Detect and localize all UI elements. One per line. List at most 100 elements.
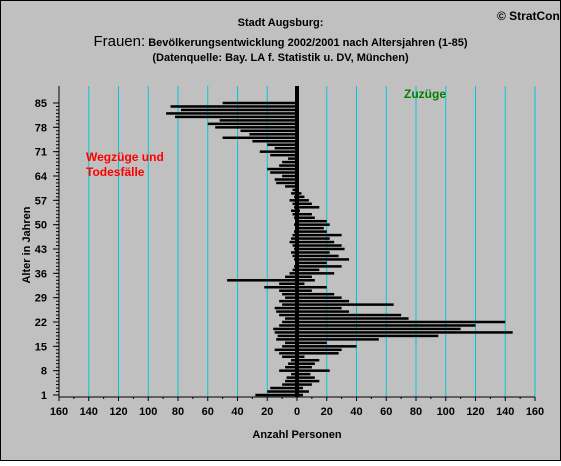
bar [297,331,513,334]
chart-title-line1: Stadt Augsburg: [237,17,324,29]
bar [297,195,305,199]
bar [279,299,297,303]
bar [297,202,312,206]
zero-axis [295,86,299,397]
annotation-right: Zuzüge [404,87,446,101]
bar [297,254,339,258]
bar [292,244,297,247]
bar [297,334,439,338]
bar [274,348,297,352]
bar [274,331,297,334]
bar [297,219,327,223]
bar [297,226,324,230]
bar [267,143,297,146]
bar [297,352,339,355]
bar [279,324,297,327]
x-tick-label: 60 [202,406,214,418]
bar [240,129,297,133]
annotation-left-line1: Wegzüge und [86,150,164,164]
x-tick-label: 160 [526,406,544,418]
bar [274,178,297,181]
bar [297,390,309,393]
copyright-label: © StratCon [497,9,560,23]
bar [297,289,312,292]
bar [289,240,297,244]
bar [297,233,342,237]
bar [289,199,297,202]
bar [297,272,335,275]
bar [297,282,305,286]
y-tick-label: 71 [35,147,47,159]
x-tick-label: 0 [294,406,300,418]
x-tick-label: 140 [80,406,98,418]
y-tick-label: 8 [41,366,47,378]
x-tick-label: 80 [410,406,422,418]
bar [292,212,297,216]
bar [276,181,297,185]
bar [291,358,297,362]
bar [297,279,315,282]
bar [285,365,297,369]
bar [279,352,297,355]
bar [297,376,315,379]
x-tick-label: 100 [139,406,157,418]
bar [289,272,297,275]
bar [267,167,297,171]
bar [279,164,297,167]
y-tick-label: 64 [35,171,48,183]
annotation-left-line2: Todesfälle [86,165,145,179]
x-tick-label: 80 [172,406,184,418]
bar [291,237,297,240]
y-tick-label: 50 [35,220,47,232]
y-tick-label: 29 [35,293,47,305]
bar [297,244,342,247]
bar [175,115,297,119]
bar [297,230,327,233]
bar [297,365,312,369]
bar [297,268,320,272]
bar [279,369,297,372]
bar [297,237,330,240]
bar [259,150,297,153]
bar [252,139,297,143]
bar [297,303,394,306]
bar [297,240,335,244]
bar [270,171,297,174]
bar [288,362,297,365]
bar [297,379,320,383]
bar [282,160,297,164]
bar [297,223,330,226]
bar [264,285,297,289]
x-tick-label: 140 [496,406,514,418]
bar [291,209,297,213]
bar [297,247,345,251]
bar [285,185,297,188]
bar [297,199,309,202]
bar [215,126,297,129]
bar [279,313,297,317]
bar [222,101,297,105]
bar [282,303,297,306]
bar [282,345,297,348]
bar [292,202,297,206]
bar [297,206,320,209]
bar [267,390,297,393]
bar [297,313,402,317]
bar [249,133,297,136]
bar [276,338,297,341]
bar [297,285,327,289]
bar [285,317,297,320]
bar [285,341,297,345]
bar [276,310,297,313]
bar [297,372,311,376]
x-tick-label: 120 [109,406,127,418]
title-prefix: Frauen: [93,33,146,50]
bar [297,212,312,216]
bar [222,136,297,140]
y-tick-label: 78 [35,122,47,134]
y-tick-label: 22 [35,317,47,329]
bar [292,188,297,192]
bar [297,338,379,341]
bar [297,258,350,261]
